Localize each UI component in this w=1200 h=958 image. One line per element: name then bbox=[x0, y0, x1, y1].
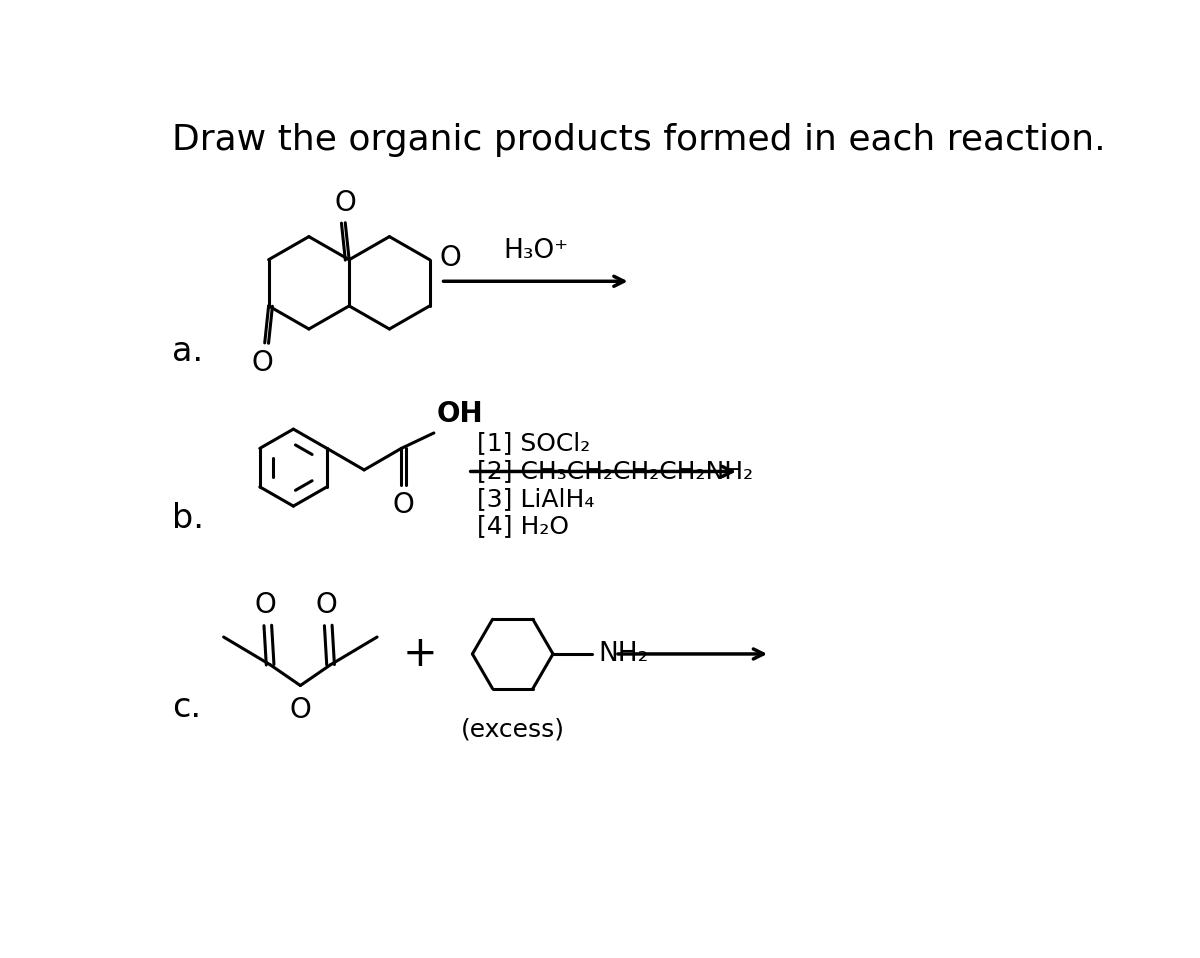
Text: Draw the organic products formed in each reaction.: Draw the organic products formed in each… bbox=[172, 123, 1105, 157]
Text: [2] CH₃CH₂CH₂CH₂NH₂: [2] CH₃CH₂CH₂CH₂NH₂ bbox=[478, 459, 754, 483]
Text: H₃O⁺: H₃O⁺ bbox=[503, 239, 568, 264]
Text: O: O bbox=[252, 349, 274, 377]
Text: a.: a. bbox=[172, 335, 203, 368]
Text: c.: c. bbox=[172, 691, 200, 724]
Text: [4] H₂O: [4] H₂O bbox=[478, 514, 569, 538]
Text: +: + bbox=[402, 633, 437, 675]
Text: (excess): (excess) bbox=[461, 718, 565, 741]
Text: O: O bbox=[254, 591, 276, 619]
Text: O: O bbox=[335, 189, 356, 217]
Text: b.: b. bbox=[172, 502, 204, 536]
Text: O: O bbox=[316, 591, 337, 619]
Text: OH: OH bbox=[437, 400, 484, 428]
Text: [3] LiAlH₄: [3] LiAlH₄ bbox=[478, 487, 594, 511]
Text: [1] SOCl₂: [1] SOCl₂ bbox=[478, 431, 590, 455]
Text: NH₂: NH₂ bbox=[599, 641, 649, 667]
Text: O: O bbox=[392, 491, 414, 519]
Text: O: O bbox=[439, 244, 462, 272]
Text: O: O bbox=[289, 696, 311, 724]
